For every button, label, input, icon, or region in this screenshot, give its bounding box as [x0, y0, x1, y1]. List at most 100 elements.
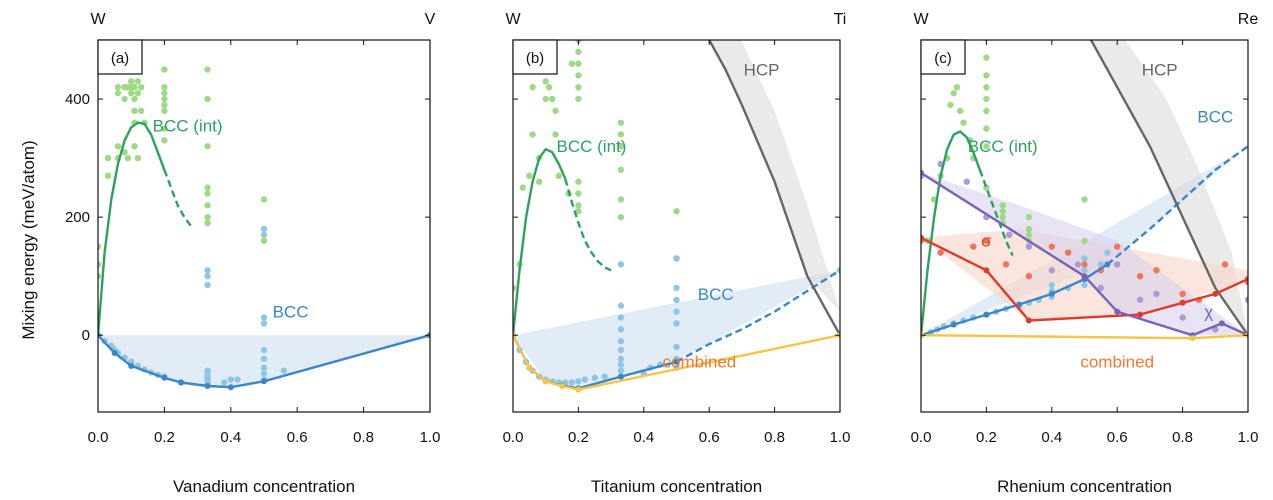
point-bcc-int-: [513, 284, 517, 292]
point-bcc: [617, 361, 625, 368]
region-hcp: [708, 40, 840, 312]
point-bcc-int-: [983, 143, 990, 150]
point-bcc: [581, 376, 589, 383]
hull-vertex: [1189, 335, 1196, 342]
point-bcc: [617, 367, 625, 374]
point-bcc: [1081, 281, 1088, 289]
point-bcc-int-: [98, 261, 102, 268]
point-bcc: [1081, 255, 1088, 262]
point-bcc-int-: [549, 95, 556, 103]
point-bcc-int-: [161, 89, 168, 97]
point-bcc-int-: [575, 60, 582, 67]
point-bcc-int-: [983, 54, 990, 61]
point-bcc: [260, 231, 268, 239]
x-tick-label: 0.0: [503, 429, 524, 446]
point-bcc-int-: [1025, 225, 1033, 233]
panel-label: (a): [111, 50, 129, 67]
point-bcc: [227, 376, 234, 383]
point-bcc: [1081, 267, 1088, 274]
hull-vertex: [204, 383, 211, 390]
point-bcc-int-: [260, 196, 268, 203]
point-bcc-int-: [999, 208, 1006, 215]
point-bcc-int-: [617, 196, 625, 203]
point-bcc-int-: [535, 178, 543, 185]
x-tick-label: 0.8: [764, 429, 785, 446]
point--: [1097, 284, 1105, 292]
point-bcc-int-: [617, 143, 625, 150]
x-tick-label: 0.6: [287, 429, 308, 446]
point-bcc-int-: [161, 66, 168, 73]
point-bcc-int-: [999, 202, 1006, 209]
point-bcc: [591, 374, 598, 381]
point-bcc-int-: [114, 143, 122, 150]
point--: [1048, 243, 1056, 250]
panel-3: 0.0 0.2 0.4 0.6 0.8 1.0 W Re (c) Rhenium concentr…: [911, 11, 1259, 496]
panel-label-box: [512, 39, 558, 75]
point-bcc-int-: [124, 154, 132, 162]
point-bcc: [1104, 249, 1111, 256]
point-bcc-int-: [568, 60, 576, 67]
point-bcc: [1048, 281, 1056, 289]
point-bcc-int-: [575, 208, 582, 215]
y-tick-label: 0: [82, 327, 90, 344]
hull-vertex: [1048, 290, 1055, 297]
annotation--: σ: [981, 232, 992, 251]
x-axis-label: Vanadium concentration: [173, 477, 355, 496]
line-bcc: [1106, 145, 1248, 266]
line-bcc-int-: [163, 169, 192, 227]
hull-vertex: [1218, 320, 1225, 327]
x-tick-label: 0.8: [1172, 429, 1193, 446]
hull-vertex: [227, 384, 234, 391]
point-bcc: [617, 302, 625, 309]
point-bcc-int-: [161, 95, 168, 103]
point-bcc-int-: [104, 172, 112, 180]
hull-vertex: [983, 267, 990, 274]
point--: [1153, 267, 1160, 274]
point--: [1064, 249, 1072, 256]
point-bcc-int-: [953, 84, 961, 91]
point-bcc-int-: [575, 48, 582, 56]
point--: [1081, 261, 1088, 268]
point-bcc-int-: [204, 190, 211, 197]
point-bcc-int-: [542, 78, 549, 85]
hull-vertex: [111, 349, 118, 356]
point--: [1136, 296, 1144, 304]
right-element-label: V: [425, 11, 436, 28]
hull-vertex: [950, 321, 957, 328]
point-bcc-int-: [260, 237, 268, 244]
hull-vertex: [983, 311, 990, 318]
point-bcc: [617, 326, 625, 333]
y-axis-label: Mixing energy (meV/atom): [19, 140, 38, 339]
point-bcc: [575, 378, 582, 385]
point-bcc-int-: [98, 272, 102, 280]
point-bcc: [673, 308, 680, 315]
point-bcc-int-: [999, 213, 1006, 221]
point-bcc-int-: [134, 78, 142, 85]
point-bcc-int-: [617, 213, 625, 221]
point--: [937, 249, 944, 256]
point-bcc-int-: [1081, 196, 1088, 203]
point-bcc: [1097, 261, 1105, 268]
annotation--: χ: [1204, 303, 1213, 322]
hull-vertex: [1179, 299, 1186, 306]
x-tick-label: 0.2: [568, 429, 589, 446]
right-element-label: Re: [1238, 11, 1259, 28]
point-bcc-int-: [128, 89, 135, 97]
x-tick-label: 1.0: [1238, 429, 1259, 446]
hull-vertex: [1081, 273, 1088, 280]
point-bcc: [204, 272, 211, 280]
point--: [1074, 261, 1082, 268]
point-bcc: [204, 367, 211, 374]
point-bcc-int-: [983, 84, 990, 91]
region-bcc: [513, 270, 840, 389]
point-bcc-int-: [545, 84, 553, 91]
point-bcc-int-: [114, 84, 122, 91]
left-element-label: W: [505, 11, 521, 28]
x-tick-label: 0.2: [976, 429, 997, 446]
plot-area: [513, 40, 840, 393]
point-bcc: [260, 320, 268, 327]
point-bcc: [260, 364, 268, 371]
point-bcc-int-: [947, 101, 954, 109]
point-bcc-int-: [529, 84, 536, 91]
